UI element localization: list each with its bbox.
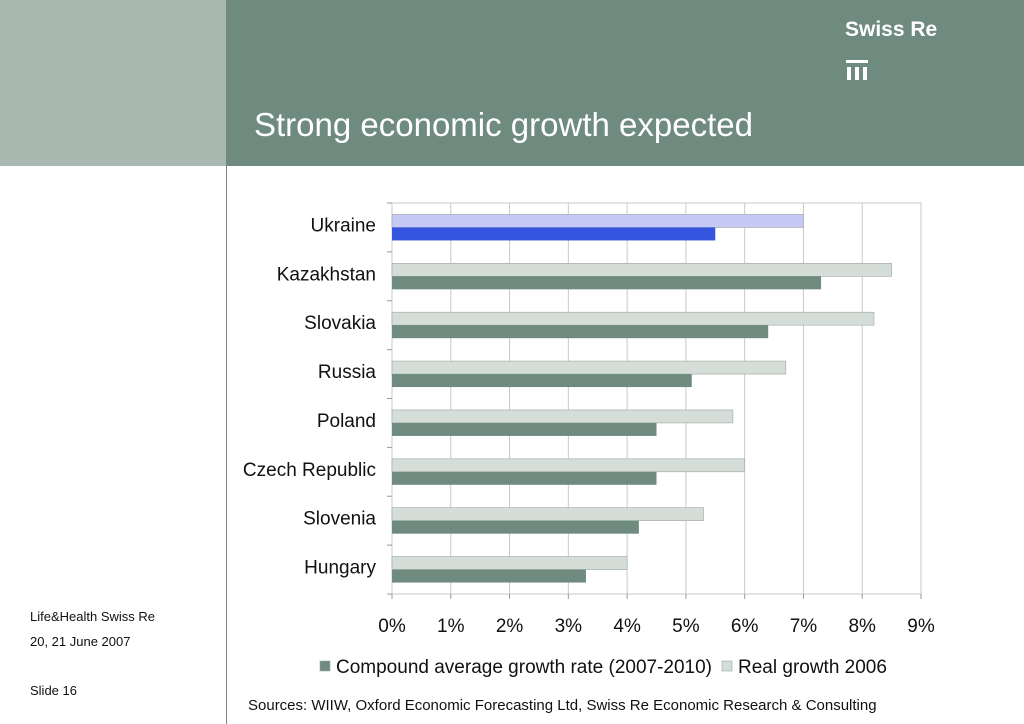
vertical-divider bbox=[226, 166, 227, 724]
bar-real-growth-2006 bbox=[391, 409, 734, 424]
x-tick-label: 5% bbox=[672, 616, 700, 637]
bar-compound-average-growth bbox=[392, 276, 822, 290]
category-label: Hungary bbox=[304, 558, 376, 579]
brand-logo-icon bbox=[846, 60, 868, 80]
bar-compound-average-growth bbox=[392, 227, 716, 241]
bar-real-growth-2006 bbox=[391, 507, 704, 521]
x-tick-label: 0% bbox=[378, 616, 406, 637]
category-label: Ukraine bbox=[311, 215, 376, 236]
bar-real-growth-2006 bbox=[391, 556, 628, 570]
bar-real-growth-2006 bbox=[391, 214, 804, 228]
header-band bbox=[226, 0, 1024, 166]
category-label: Russia bbox=[318, 362, 377, 383]
brand-logo-text: Swiss Re bbox=[845, 18, 938, 41]
event-date: 20, 21 June 2007 bbox=[30, 634, 131, 649]
x-tick-label: 2% bbox=[496, 616, 524, 637]
x-tick-label: 7% bbox=[790, 616, 818, 637]
x-tick-label: 6% bbox=[731, 616, 759, 637]
legend-label: Real growth 2006 bbox=[738, 657, 887, 678]
legend-label: Compound average growth rate (2007-2010) bbox=[336, 657, 712, 678]
x-tick-label: 9% bbox=[907, 616, 935, 637]
bar-real-growth-2006 bbox=[391, 360, 787, 375]
category-label: Poland bbox=[317, 411, 376, 432]
plot-area bbox=[391, 202, 922, 595]
category-label: Kazakhstan bbox=[277, 264, 376, 285]
bar-compound-average-growth bbox=[392, 374, 692, 388]
sources-note: Sources: WIIW, Oxford Economic Forecasti… bbox=[248, 697, 877, 714]
legend-swatch bbox=[319, 660, 331, 672]
page-title: Strong economic growth expected bbox=[254, 106, 753, 143]
event-name: Life&Health Swiss Re bbox=[30, 609, 155, 624]
category-label: Czech Republic bbox=[243, 460, 376, 481]
left-accent-block bbox=[0, 0, 226, 166]
bar-compound-average-growth bbox=[392, 325, 769, 339]
x-tick-label: 8% bbox=[848, 616, 876, 637]
bar-compound-average-growth bbox=[392, 569, 586, 583]
bar-real-growth-2006 bbox=[391, 311, 875, 326]
bar-compound-average-growth bbox=[392, 422, 657, 436]
bar-compound-average-growth bbox=[392, 471, 657, 485]
x-tick-label: 3% bbox=[555, 616, 583, 637]
bar-real-growth-2006 bbox=[391, 263, 892, 277]
bar-real-growth-2006 bbox=[391, 458, 745, 473]
x-tick-label: 1% bbox=[437, 616, 465, 637]
bar-compound-average-growth bbox=[392, 520, 639, 534]
slide-number: Slide 16 bbox=[30, 683, 77, 698]
x-tick-label: 4% bbox=[613, 616, 641, 637]
legend-swatch bbox=[721, 660, 733, 672]
category-label: Slovakia bbox=[304, 313, 376, 334]
category-label: Slovenia bbox=[303, 509, 376, 530]
